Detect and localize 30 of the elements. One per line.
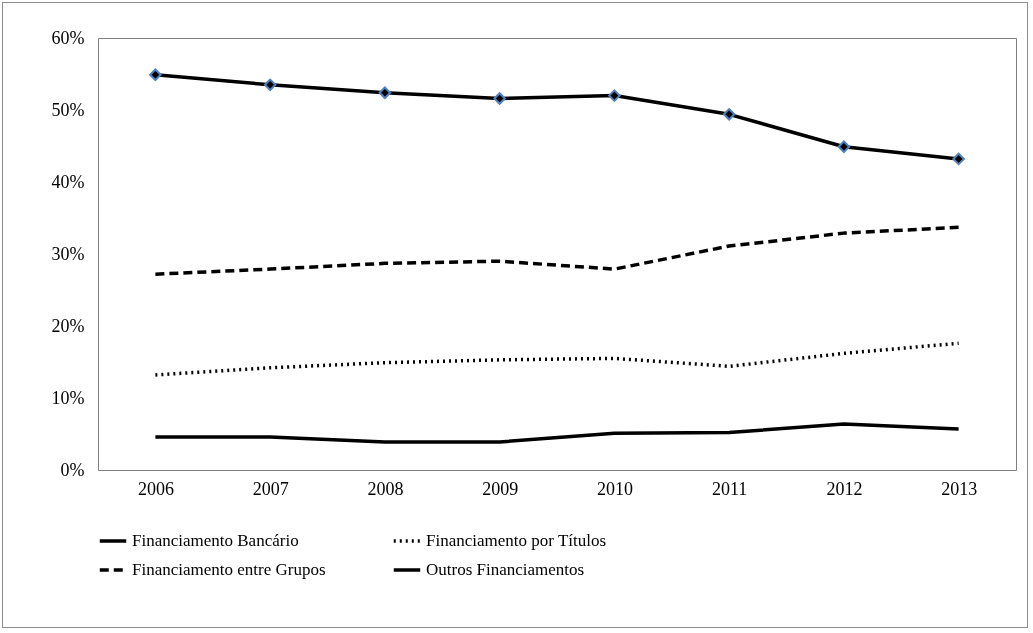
y-tick-label: 60% [51, 27, 85, 48]
y-tick-label: 0% [60, 459, 85, 480]
y-tick-label: 40% [51, 171, 85, 192]
line-series [153, 422, 961, 444]
legend-label: Outros Financiamentos [426, 560, 585, 579]
x-tick-label: 2010 [596, 478, 633, 499]
x-tick-label: 2006 [137, 478, 174, 499]
legend-label: Financiamento entre Grupos [132, 560, 326, 579]
x-tick-label: 2013 [941, 478, 978, 499]
legend-label: Financiamento por Títulos [426, 531, 607, 550]
y-tick-label: 10% [51, 387, 85, 408]
x-tick-label: 2008 [367, 478, 404, 499]
y-tick-label: 30% [51, 243, 85, 264]
point [608, 89, 621, 102]
x-tick-label: 2011 [711, 478, 748, 499]
line-series [153, 225, 961, 276]
point [837, 140, 851, 153]
point [493, 92, 506, 105]
point [149, 68, 162, 81]
line-series [153, 341, 961, 377]
y-tick-label: 20% [51, 315, 85, 336]
point [263, 78, 277, 92]
point [952, 152, 965, 166]
legend-label: Financiamento Bancário [132, 531, 299, 550]
point [378, 86, 392, 99]
point [722, 108, 736, 121]
x-tick-label: 2007 [252, 478, 289, 499]
x-tick-label: 2009 [482, 478, 519, 499]
x-tick-label: 2012 [826, 478, 863, 499]
y-tick-label: 50% [51, 99, 85, 120]
